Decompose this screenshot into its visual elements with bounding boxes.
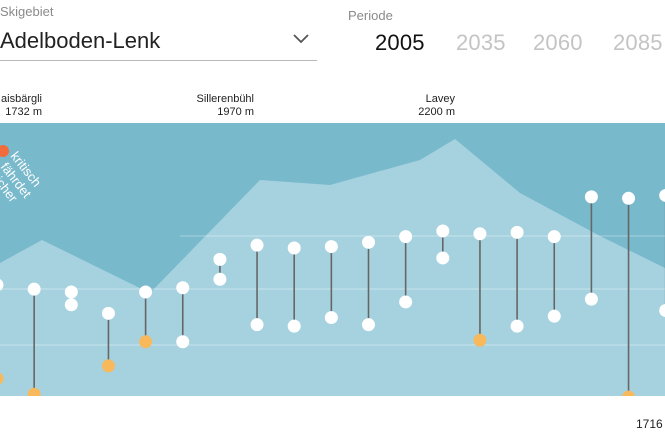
period-2035-tab[interactable]: 2035 xyxy=(456,30,506,55)
lower-point[interactable] xyxy=(547,309,561,323)
station-elevation: 1970 m xyxy=(217,106,254,118)
snow-depth-chart: kritisch fährdet icher xyxy=(0,123,665,396)
lower-point[interactable] xyxy=(399,295,413,309)
ski-area-dropdown[interactable]: Adelboden-Lenk xyxy=(0,26,317,61)
upper-point[interactable] xyxy=(473,227,487,241)
ski-area-label: Skigebiet xyxy=(0,4,54,19)
lower-point[interactable] xyxy=(510,319,524,333)
period-2005-tab[interactable]: 2005 xyxy=(375,30,425,55)
lower-point[interactable] xyxy=(0,372,4,385)
lower-point[interactable] xyxy=(324,311,338,325)
period-2060-tab[interactable]: 2060 xyxy=(533,30,583,55)
upper-point[interactable] xyxy=(250,238,264,252)
upper-point[interactable] xyxy=(287,241,301,255)
station-elevation: 1732 m xyxy=(5,106,42,118)
lower-point[interactable] xyxy=(139,335,153,349)
upper-point[interactable] xyxy=(622,191,636,205)
upper-point[interactable] xyxy=(324,240,338,254)
station-label-3: Lavey 2200 m xyxy=(400,93,455,119)
lower-point[interactable] xyxy=(101,359,115,373)
upper-point[interactable] xyxy=(436,224,450,238)
lower-point[interactable] xyxy=(176,335,190,349)
upper-point[interactable] xyxy=(64,285,78,299)
station-label-2: Sillerenbühl 1970 m xyxy=(170,93,254,119)
lower-point[interactable] xyxy=(659,304,665,317)
lower-point[interactable] xyxy=(436,251,450,265)
value-label: 1716 xyxy=(636,417,663,431)
upper-point[interactable] xyxy=(510,225,524,239)
upper-point[interactable] xyxy=(101,306,115,320)
ski-area-value: Adelboden-Lenk xyxy=(0,28,161,53)
upper-point[interactable] xyxy=(584,190,598,204)
upper-point[interactable] xyxy=(213,252,227,266)
upper-point[interactable] xyxy=(176,281,190,295)
chevron-down-icon xyxy=(293,34,309,44)
lower-point[interactable] xyxy=(584,292,598,306)
upper-point[interactable] xyxy=(399,230,413,244)
upper-point[interactable] xyxy=(362,235,375,249)
lower-point[interactable] xyxy=(213,272,227,286)
upper-point[interactable] xyxy=(547,230,561,244)
critical-dot xyxy=(0,145,9,157)
period-label: Periode xyxy=(348,8,393,23)
lower-point[interactable] xyxy=(622,390,635,396)
mountain-silhouette xyxy=(0,139,665,396)
lower-point[interactable] xyxy=(27,387,41,396)
upper-point[interactable] xyxy=(659,188,665,202)
upper-point[interactable] xyxy=(139,285,153,299)
station-name: Lavey xyxy=(425,93,455,105)
status-legend: kritisch fährdet icher xyxy=(0,145,44,206)
lower-point[interactable] xyxy=(64,298,78,312)
lower-point[interactable] xyxy=(287,319,301,333)
period-2085-tab[interactable]: 2085 xyxy=(613,30,663,55)
station-name: Sillerenbühl xyxy=(196,93,254,105)
station-name: aisbärgli xyxy=(1,93,42,105)
station-elevation: 2200 m xyxy=(418,106,455,118)
station-label-1: aisbärgli 1732 m xyxy=(0,93,42,119)
upper-point[interactable] xyxy=(0,278,4,291)
lower-point[interactable] xyxy=(362,318,375,332)
lower-point[interactable] xyxy=(250,318,264,332)
lower-point[interactable] xyxy=(473,333,487,347)
upper-point[interactable] xyxy=(27,282,41,296)
